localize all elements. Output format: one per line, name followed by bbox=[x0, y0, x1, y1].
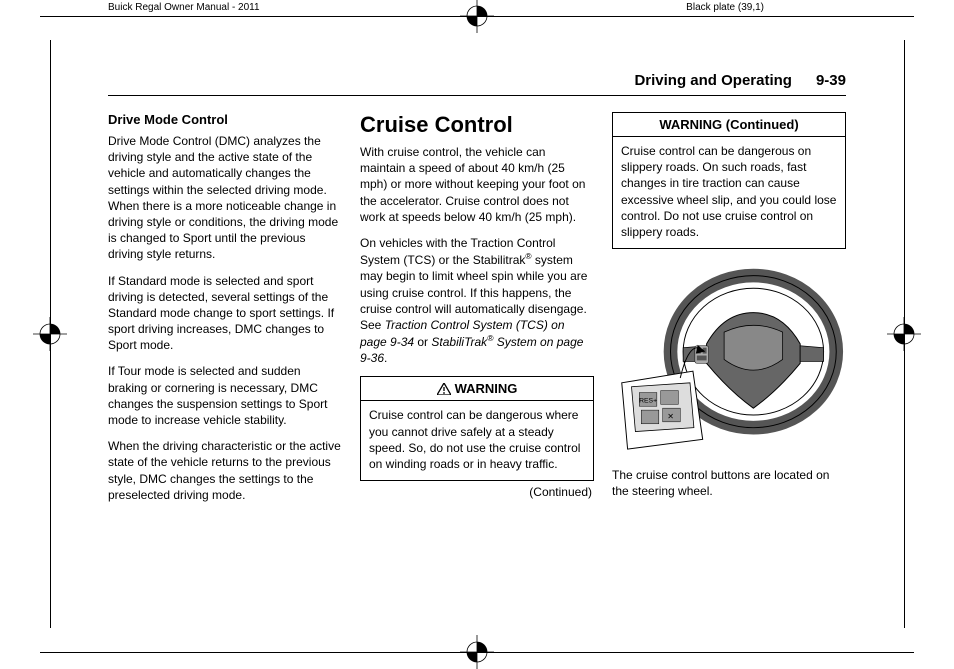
cross-top bbox=[460, 0, 494, 33]
column-3: WARNING (Continued) Cruise control can b… bbox=[612, 112, 846, 513]
continued-label: (Continued) bbox=[360, 485, 594, 499]
cross-left bbox=[33, 317, 67, 351]
page-body: Driving and Operating 9-39 Drive Mode Co… bbox=[108, 72, 846, 628]
header-right: Black plate (39,1) bbox=[686, 2, 764, 13]
column-1: Drive Mode Control Drive Mode Control (D… bbox=[108, 112, 342, 513]
c1-p2: If Standard mode is selected and sport d… bbox=[108, 273, 342, 354]
svg-text:RES+: RES+ bbox=[639, 397, 657, 404]
warning-body-1: Cruise control can be dangerous where yo… bbox=[361, 401, 593, 480]
svg-text:✕: ✕ bbox=[667, 412, 674, 421]
cross-bottom bbox=[460, 635, 494, 669]
c2-p1: With cruise control, the vehicle can mai… bbox=[360, 144, 594, 225]
page-number: 9-39 bbox=[816, 72, 846, 89]
c1-p4: When the driving characteristic or the a… bbox=[108, 438, 342, 503]
c1-p3: If Tour mode is selected and sudden brak… bbox=[108, 363, 342, 428]
warning-title-1: WARNING bbox=[361, 377, 593, 401]
warning-body-2: Cruise control can be dangerous on slipp… bbox=[613, 137, 845, 248]
regmark-bottom bbox=[0, 642, 954, 662]
h2-cruise: Cruise Control bbox=[360, 112, 594, 138]
regmark-right bbox=[894, 0, 914, 668]
figure-caption: The cruise control buttons are located o… bbox=[612, 467, 846, 499]
c2-p2: On vehicles with the Traction Control Sy… bbox=[360, 235, 594, 367]
section-title: Driving and Operating bbox=[634, 72, 792, 89]
c1-p1: Drive Mode Control (DMC) analyzes the dr… bbox=[108, 133, 342, 263]
column-2: Cruise Control With cruise control, the … bbox=[360, 112, 594, 513]
warning-icon bbox=[437, 383, 451, 395]
steering-wheel-figure: RES+ ✕ bbox=[612, 259, 846, 459]
running-head: Driving and Operating 9-39 bbox=[108, 72, 846, 96]
header-left: Buick Regal Owner Manual - 2011 bbox=[108, 2, 260, 13]
warning-box-2: WARNING (Continued) Cruise control can b… bbox=[612, 112, 846, 249]
h4-dmc: Drive Mode Control bbox=[108, 112, 342, 127]
cross-right bbox=[887, 317, 921, 351]
warning-box-1: WARNING Cruise control can be dangerous … bbox=[360, 376, 594, 481]
regmark-left bbox=[40, 0, 60, 668]
warning-title-2: WARNING (Continued) bbox=[613, 113, 845, 137]
